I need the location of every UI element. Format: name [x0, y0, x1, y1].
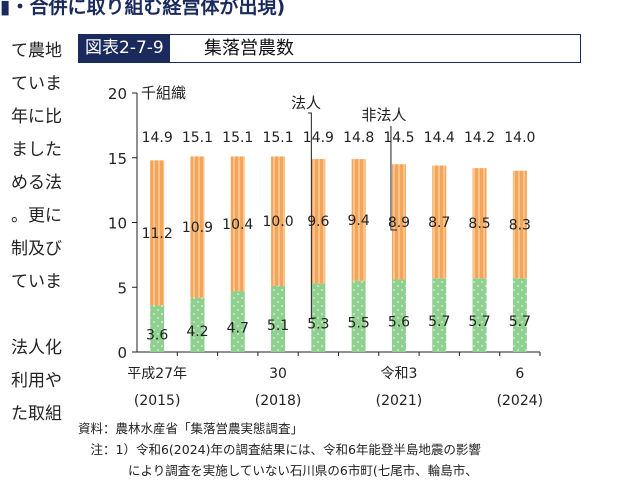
body-text-line: ていま	[11, 74, 62, 94]
figure-title-box: 図表2-7-9 集落営農数	[78, 34, 581, 63]
body-text-line: 利用や	[11, 371, 62, 391]
y-tick-label: 0	[117, 344, 127, 362]
data-label-total: 14.9	[303, 130, 334, 146]
notes: 資料：農林水産省「集落営農実態調査」 注：1）令和6(2024)年の調査結果には…	[78, 418, 481, 481]
data-label-total: 14.9	[142, 130, 173, 146]
data-label-total: 14.5	[383, 130, 414, 146]
bar-hihoujin	[351, 159, 366, 281]
y-tick-label: 20	[108, 85, 127, 103]
figure-name: 集落営農数	[204, 38, 294, 59]
bar-houjin	[432, 278, 447, 352]
data-label-hihoujin: 9.4	[348, 213, 370, 229]
bar-hihoujin	[190, 156, 205, 298]
source-note: 資料：農林水産省「集落営農実態調査」	[78, 421, 304, 436]
x-tick-label: 令和3	[380, 366, 417, 382]
bar-houjin	[391, 279, 406, 352]
x-year-label: (2015)	[134, 393, 181, 409]
y-tick-label: 15	[108, 150, 127, 168]
bar-hihoujin	[150, 160, 165, 306]
body-text-line: 法人化	[11, 338, 62, 358]
data-label-houjin: 5.6	[388, 315, 410, 331]
data-label-houjin: 5.1	[267, 318, 289, 334]
data-label-hihoujin: 8.3	[509, 217, 531, 233]
y-tick-label: 10	[108, 215, 127, 233]
body-text-line: める法	[11, 173, 62, 193]
bar-houjin	[351, 280, 366, 352]
data-label-hihoujin: 11.2	[142, 226, 173, 242]
chart: 0 5 10 15 20 千組織 3.6 11.2 14.9 4.2 10.9 15.1 4.7 10.4…	[108, 84, 544, 409]
bar-hihoujin	[472, 168, 487, 279]
data-label-total: 14.0	[504, 130, 535, 146]
data-label-houjin: 5.3	[307, 317, 329, 333]
data-label-houjin: 5.5	[348, 315, 370, 331]
bar-houjin	[190, 297, 205, 352]
bar-hihoujin	[432, 165, 447, 279]
data-label-hihoujin: 10.9	[182, 220, 213, 236]
footnote-line: により調査を実施していない石川県の6市町(七尾市、輪島市、	[78, 463, 478, 478]
body-text-line: 。更に	[11, 206, 62, 226]
data-label-hihoujin: 9.6	[307, 214, 329, 230]
bar-houjin	[311, 283, 326, 352]
body-text-line: て農地	[11, 41, 62, 61]
x-year-label: (2021)	[376, 393, 423, 409]
x-tick-label: 平成27年	[127, 366, 187, 382]
data-label-total: 15.1	[262, 130, 293, 146]
y-tick-label: 5	[117, 279, 127, 297]
data-label-total: 14.2	[464, 130, 495, 146]
body-text-line: 制及び	[11, 239, 62, 259]
data-label-houjin: 5.7	[428, 314, 450, 330]
data-label-hihoujin: 8.5	[468, 216, 490, 232]
data-label-total: 14.8	[343, 130, 374, 146]
bar-houjin	[271, 285, 286, 352]
data-label-houjin: 3.6	[146, 328, 168, 344]
x-tick-label: 30	[269, 366, 287, 382]
x-tick-label: 6	[515, 366, 524, 382]
data-label-hihoujin: 10.4	[222, 217, 253, 233]
x-year-label: (2024)	[497, 393, 544, 409]
bar-hihoujin	[230, 156, 245, 292]
data-label-total: 14.4	[424, 130, 455, 146]
body-text-line: ました	[11, 140, 62, 160]
figure-label: 図表2-7-9	[79, 35, 170, 62]
bar-houjin	[150, 305, 165, 352]
bar-hihoujin	[311, 159, 326, 284]
x-year-label: (2018)	[255, 393, 302, 409]
series-leader-hihoujin	[390, 126, 397, 231]
bar-hihoujin	[271, 156, 286, 286]
bar-houjin	[512, 278, 527, 352]
body-text-line: ていま	[11, 272, 62, 292]
data-label-hihoujin: 10.0	[262, 214, 293, 230]
data-label-houjin: 4.2	[186, 324, 208, 340]
data-label-houjin: 5.7	[468, 314, 490, 330]
bar-houjin	[230, 291, 245, 352]
bar-hihoujin	[512, 170, 527, 279]
data-label-houjin: 4.7	[227, 321, 249, 337]
data-label-houjin: 5.7	[509, 314, 531, 330]
footnote-line: 注：1）令和6(2024)年の調査結果には、令和6年能登半島地震の影響	[78, 442, 481, 457]
series-label-houjin: 法人	[291, 94, 321, 112]
y-axis-unit-label: 千組織	[141, 84, 186, 102]
body-text-line: た取組	[11, 404, 62, 424]
data-label-total: 15.1	[222, 130, 253, 146]
bar-hihoujin	[391, 164, 406, 280]
body-text-line: 年に比	[11, 107, 62, 127]
bar-houjin	[472, 278, 487, 352]
data-label-hihoujin: 8.7	[428, 215, 450, 231]
series-leader-houjin	[308, 112, 317, 319]
data-label-total: 15.1	[182, 130, 213, 146]
series-label-hihoujin: 非法人	[361, 106, 406, 124]
data-label-hihoujin: 8.9	[388, 215, 410, 231]
section-heading: ▮・合併に取り組む経営体が出現)	[0, 0, 286, 18]
